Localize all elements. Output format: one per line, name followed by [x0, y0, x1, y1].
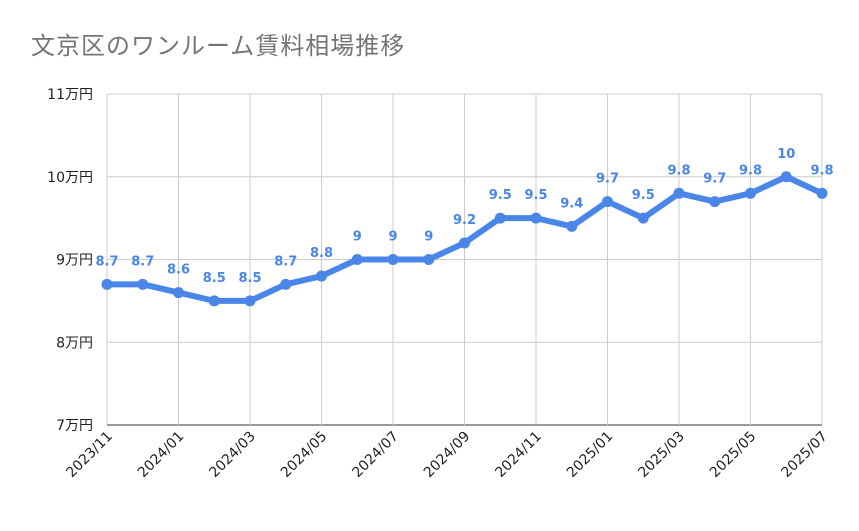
data-point — [351, 254, 363, 265]
y-tick-label: 11万円 — [47, 87, 93, 103]
x-tick-label: 2025/03 — [635, 429, 687, 481]
data-point — [673, 187, 685, 199]
series-layer — [101, 171, 828, 307]
data-point — [566, 220, 578, 232]
data-label: 9.5 — [489, 188, 512, 203]
data-label: 8.7 — [131, 254, 154, 269]
data-point — [173, 287, 184, 299]
y-axis-ticks: 7万円 8万円 9万円 10万円 11万円 — [47, 87, 93, 434]
data-label: 8.7 — [95, 254, 118, 269]
chart-title: 文京区のワンルーム賃料相場推移 — [31, 32, 406, 60]
data-point — [280, 278, 292, 290]
data-label: 8.6 — [167, 263, 190, 278]
data-label: 9.5 — [632, 188, 655, 203]
x-axis-ticks: 2023/11 2024/01 2024/03 2024/05 2024/07 2024/… — [63, 429, 830, 481]
data-point — [637, 212, 649, 224]
data-label: 8.5 — [203, 271, 226, 286]
data-label: 9 — [424, 230, 433, 245]
data-point — [208, 295, 220, 307]
data-point — [137, 278, 149, 290]
y-tick-label: 8万円 — [56, 335, 93, 351]
data-point — [387, 254, 399, 265]
data-point — [780, 171, 792, 183]
x-tick-label: 2025/01 — [564, 429, 616, 481]
data-label: 9.8 — [739, 163, 762, 178]
data-point — [602, 196, 613, 208]
data-point — [244, 295, 256, 307]
data-point — [709, 196, 721, 208]
data-point — [459, 237, 470, 249]
x-tick-label: 2024/01 — [135, 429, 187, 481]
data-point — [316, 270, 327, 282]
data-label: 9.2 — [453, 213, 476, 228]
data-label: 9.4 — [560, 196, 583, 211]
data-label: 9.5 — [524, 188, 547, 203]
data-label: 9.8 — [667, 163, 690, 178]
data-label: 9.7 — [703, 172, 726, 187]
y-tick-label: 7万円 — [56, 418, 93, 434]
data-labels: 8.7 8.7 8.6 8.5 8.5 8.7 8.8 9 9 9 9.2 9.5 9.5 9.4 9.7 9… — [95, 147, 833, 286]
data-point — [494, 212, 506, 224]
data-point — [101, 278, 113, 290]
y-tick-label: 10万円 — [47, 170, 93, 186]
data-label: 8.8 — [310, 246, 333, 261]
x-tick-label: 2024/05 — [278, 429, 330, 481]
x-tick-label: 2023/11 — [63, 429, 115, 481]
data-point — [816, 187, 828, 199]
data-label: 8.5 — [238, 271, 261, 286]
data-label: 9 — [353, 230, 362, 245]
x-tick-label: 2024/09 — [421, 429, 473, 481]
data-label: 9.7 — [596, 172, 619, 187]
x-tick-label: 2024/03 — [206, 429, 258, 481]
y-tick-label: 9万円 — [56, 253, 93, 269]
grid — [106, 93, 823, 426]
x-tick-label: 2025/07 — [778, 429, 830, 481]
data-point — [423, 254, 435, 265]
x-tick-label: 2024/07 — [349, 429, 401, 481]
data-label: 8.7 — [274, 254, 297, 269]
x-tick-label: 2024/11 — [492, 429, 544, 481]
data-label: 10 — [777, 147, 795, 162]
data-label: 9.8 — [810, 163, 833, 178]
data-point — [530, 212, 542, 224]
data-point — [745, 187, 756, 199]
data-label: 9 — [388, 230, 397, 245]
x-tick-label: 2025/05 — [707, 429, 759, 481]
